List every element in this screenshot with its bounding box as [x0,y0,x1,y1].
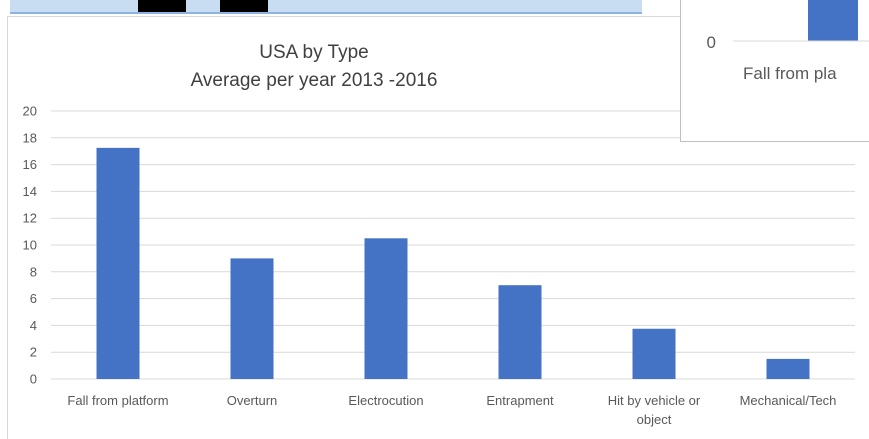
overlay-chart-window: 0 Fall from pla [680,0,869,142]
y-tick-label: 20 [23,104,37,119]
toolbar-block [138,0,186,12]
x-tick-label: Electrocution [348,393,423,408]
y-tick-label: 6 [30,291,37,306]
y-tick-label: 12 [23,211,37,226]
bar-electrocution [364,238,408,379]
chart-title: USA by Type [259,42,369,63]
y-tick-label: 18 [23,130,37,145]
x-tick-label: object [637,412,672,427]
x-tick-label: Hit by vehicle or [608,393,701,408]
gridlines [51,110,855,380]
bar-mechanical-tech [766,358,810,379]
y-tick-label: 8 [30,264,37,279]
y-tick-label: 10 [23,238,37,253]
y-tick-label: 4 [30,318,37,333]
bar-entrapment [498,285,542,379]
chart-subtitle: Average per year 2013 -2016 [191,70,438,91]
toolbar-block [220,0,268,12]
bar-fall-from-platform [96,147,140,379]
overlay-tick-zero: 0 [707,33,716,52]
x-tick-label: Entrapment [486,393,554,408]
y-tick-label: 2 [30,345,37,360]
x-axis-labels: Fall from platform Overturn Electrocution E… [67,393,836,427]
bar-hit-by-vehicle-or-object [632,328,676,379]
x-tick-label: Overturn [227,393,278,408]
x-tick-label: Fall from platform [67,393,168,408]
y-tick-label: 0 [30,372,37,387]
bar-overturn [230,258,274,379]
bars [96,147,810,379]
y-tick-label: 14 [23,184,37,199]
overlay-bar [808,0,858,41]
y-tick-label: 16 [23,157,37,172]
window-top-strip [10,0,642,14]
y-axis-ticks: 0 2 4 6 8 10 12 14 16 18 20 [23,104,37,387]
x-tick-label: Mechanical/Tech [740,393,837,408]
overlay-category-label: Fall from pla [743,64,837,83]
